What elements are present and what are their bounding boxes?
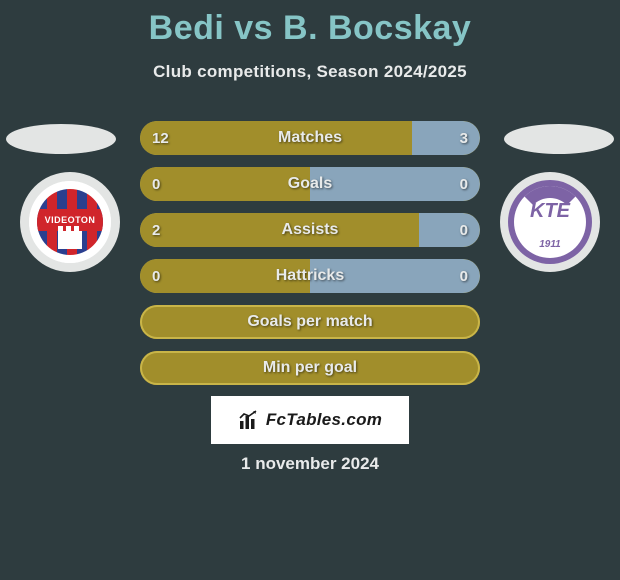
footer-attribution: FcTables.com [211,396,409,444]
stat-row: Assists20 [140,213,480,247]
stat-row: Matches123 [140,121,480,155]
stat-bar-right [310,167,480,201]
subtitle: Club competitions, Season 2024/2025 [0,62,620,82]
stat-bar-left [140,259,310,293]
stat-bar-right [310,259,480,293]
kte-text: KTE [508,200,592,223]
stat-row: Goals00 [140,167,480,201]
club-badge-left: VIDEOTON [20,172,120,272]
stat-row: Hattricks00 [140,259,480,293]
stat-row-blank: Min per goal [140,351,480,385]
stat-bar-right [419,213,480,247]
date-text: 1 november 2024 [0,454,620,474]
club-badge-right: KTE 1911 [500,172,600,272]
bar-chart-icon [238,409,260,431]
kte-year: 1911 [508,239,592,250]
footer-text: FcTables.com [266,410,382,430]
page-title: Bedi vs B. Bocskay [0,9,620,48]
comparison-card: Bedi vs B. Bocskay Club competitions, Se… [0,0,620,580]
player-silhouette-left [6,124,116,154]
castle-icon [58,231,82,249]
stat-bar-left [140,121,412,155]
player-silhouette-right [504,124,614,154]
videoton-crest: VIDEOTON [29,181,111,263]
stat-bar-left [140,167,310,201]
stat-bar-left [140,213,419,247]
stats-bars: Matches123 Goals00 Assists20 Hattricks00 Goa… [140,121,480,397]
kte-crest: KTE 1911 [508,180,592,264]
stat-row-blank: Goals per match [140,305,480,339]
stat-bar-right [412,121,480,155]
